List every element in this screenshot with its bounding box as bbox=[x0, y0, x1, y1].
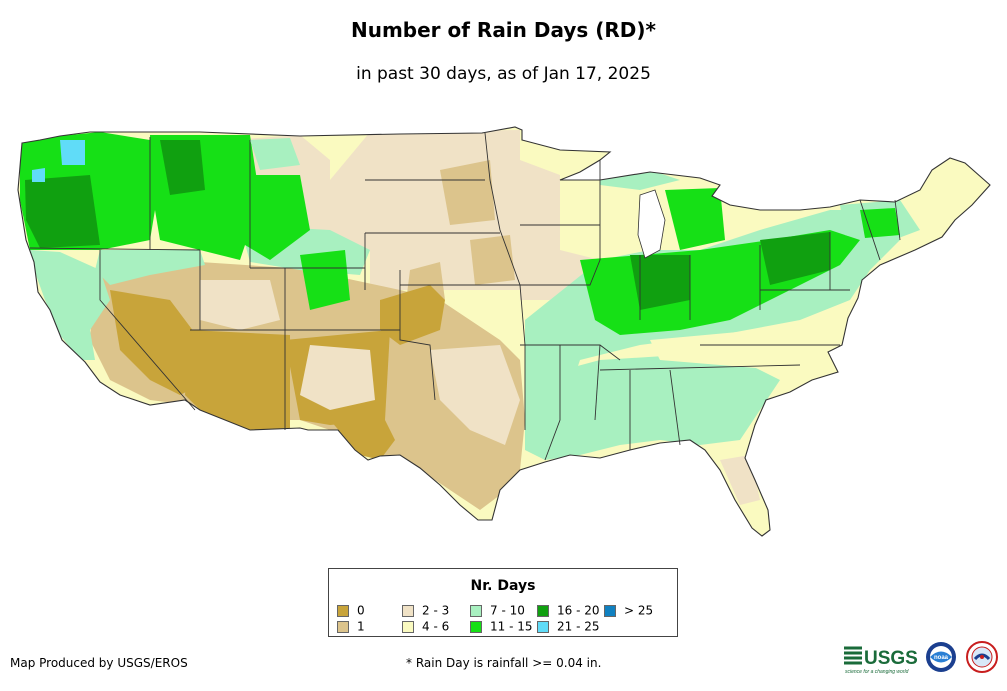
legend-swatch bbox=[402, 620, 414, 633]
noaa-logo: noaa bbox=[926, 642, 956, 672]
legend-swatch bbox=[537, 620, 549, 633]
usgs-tagline: science for a changing world bbox=[845, 669, 909, 675]
legend-item: 11 - 15 bbox=[470, 619, 533, 634]
legend-swatch bbox=[604, 604, 616, 617]
legend-swatch bbox=[470, 620, 482, 633]
map-title: Number of Rain Days (RD)* bbox=[350, 18, 656, 42]
legend-swatch bbox=[337, 604, 349, 617]
legend-item: 0 bbox=[337, 603, 365, 618]
legend-item: > 25 bbox=[604, 603, 653, 618]
legend-swatch bbox=[537, 604, 549, 617]
nws-logo bbox=[966, 641, 998, 673]
usgs-logo: USGS science for a changing world bbox=[844, 646, 918, 675]
legend-item: 1 bbox=[337, 619, 365, 634]
legend: Nr. Days 0 1 2 - 3 4 - 6 7 - 10 11 - 15 … bbox=[328, 568, 678, 637]
legend-item: 4 - 6 bbox=[402, 619, 449, 634]
legend-item: 21 - 25 bbox=[537, 619, 600, 634]
map-subtitle: in past 30 days, as of Jan 17, 2025 bbox=[356, 64, 651, 84]
legend-swatch bbox=[470, 604, 482, 617]
noaa-wordmark: noaa bbox=[934, 655, 949, 661]
legend-title: Nr. Days bbox=[470, 578, 536, 594]
usgs-wordmark: USGS bbox=[864, 648, 918, 669]
credit-text: Map Produced by USGS/EROS bbox=[10, 656, 188, 670]
legend-item: 7 - 10 bbox=[470, 603, 525, 618]
legend-swatch bbox=[402, 604, 414, 617]
rain-day-note: * Rain Day is rainfall >= 0.04 in. bbox=[406, 656, 602, 670]
legend-item: 2 - 3 bbox=[402, 603, 449, 618]
legend-item: 16 - 20 bbox=[537, 603, 600, 618]
agency-logos: USGS science for a changing world noaa bbox=[844, 641, 998, 675]
legend-swatch bbox=[337, 620, 349, 633]
